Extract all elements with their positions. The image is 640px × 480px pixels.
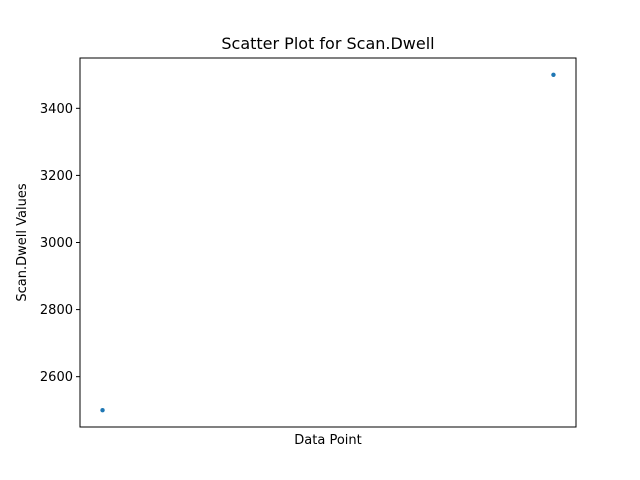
x-axis-label: Data Point [294,433,361,448]
y-axis-ticks: 2600 2800 3000 3200 3400 [40,102,80,385]
data-point [551,72,556,77]
data-points [100,72,556,413]
y-tick-label: 2600 [40,370,73,385]
y-tick-label: 3000 [40,236,73,251]
plot-frame [79,57,577,428]
data-point [100,408,105,413]
y-tick-label: 2800 [40,303,73,318]
chart-title: Scatter Plot for Scan.Dwell [221,34,434,53]
y-tick-label: 3200 [40,169,73,184]
y-axis-label: Scan.Dwell Values [15,183,30,301]
y-tick-label: 3400 [40,102,73,117]
plot-area [80,58,576,427]
